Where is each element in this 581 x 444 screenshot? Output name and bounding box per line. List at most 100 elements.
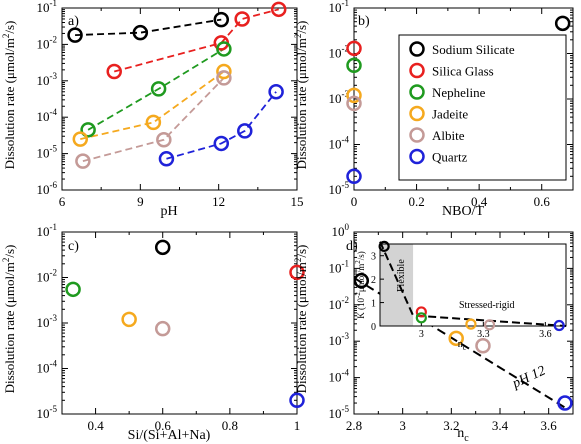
panel-a: Dissolution rate (μmol/m2/s) pH a) 6 9 12 1… [1, 0, 304, 219]
panel-c-ytick-label: 10-4 [37, 359, 58, 376]
panel-a-ytick-label: 10-2 [37, 34, 58, 51]
panel-a-ytick-label: 10-3 [37, 71, 58, 88]
panel-b-ylabel: Dissolution rate (μmol/m2/s) [293, 21, 309, 170]
legend-marker-quartz [409, 148, 425, 165]
panel-b-xlabel: NBO/T [442, 204, 484, 219]
panel-a-label: a) [68, 14, 79, 29]
legend-label-sodium-silicate: Sodium Silicate [432, 42, 515, 57]
inset-point-jadeite [465, 318, 477, 330]
panel-c-xlabel: Si/(Si+Al+Na) [128, 428, 211, 443]
panel-b: Dissolution rate (μmol/m2/s) NBO/T b) 0 0… [293, 0, 574, 219]
panel-d-xtick-label: 3 [399, 418, 406, 433]
panel-a-series-line-albite [82, 77, 225, 163]
panel-a-point-jadeite [145, 114, 162, 131]
panel-b-ytick-label: 10-3 [329, 89, 350, 106]
panel-d-fit-label: pH 12 [509, 363, 548, 392]
inset-ytick-label: 2 [371, 275, 376, 286]
inset-ylabel: K (10-2μmol/m2/s) [354, 251, 366, 318]
panel-c-label: c) [68, 239, 79, 254]
inset-point-albite [483, 319, 496, 331]
panel-b-ytick-label: 10-4 [329, 135, 350, 152]
panel-c-xtick-label: 0.4 [87, 418, 104, 433]
panel-d-ytick-label: 100 [332, 222, 350, 239]
panel-c-ytick-label: 10-3 [37, 313, 58, 330]
panel-d-point-sodium-silicate [353, 272, 370, 289]
inset-point-nepheline [415, 312, 427, 324]
legend-label-albite: Albite [432, 128, 465, 143]
panel-c-ytick-label: 10-5 [37, 404, 58, 421]
panel-d-ytick-label: 10-1 [329, 258, 350, 275]
panel-a-point-nepheline [216, 41, 232, 57]
inset-xtick-label: 3.3 [477, 329, 490, 340]
panel-d-xtick-label: 3.4 [492, 418, 509, 433]
panel-a-series-line-silica-glass [113, 8, 279, 73]
panel-d-point-albite [475, 337, 491, 354]
legend-marker-jadeite [409, 105, 425, 122]
panel-a-frame [61, 7, 298, 191]
panel-b-point-nepheline [346, 57, 362, 74]
panel-a-ytick-label: 10-6 [37, 180, 58, 197]
panel-a-point-nepheline [150, 81, 167, 97]
panel-a-ytick-label: 10-1 [37, 0, 58, 15]
inset-xlabel: nc [458, 339, 467, 352]
panel-d-xtick-label: 3.2 [443, 418, 459, 433]
panel-b-xtick-label: 0 [351, 194, 358, 209]
panel-c-point-jadeite [121, 311, 137, 328]
inset-stressed-label: Stressed-rigid [459, 300, 515, 311]
panel-a-point-albite [75, 153, 91, 169]
panel-a-xtick-label: 12 [212, 194, 225, 209]
panel-a-point-sodium-silicate [213, 11, 230, 28]
panel-c-frame [61, 231, 298, 415]
inset-point-sodium-silicate [378, 240, 390, 252]
inset-xtick-label: 3 [419, 329, 424, 340]
panel-c-ytick-label: 10-2 [37, 268, 58, 285]
panel-a-xlabel: pH [160, 204, 177, 219]
legend-label-silica-glass: Silica Glass [432, 64, 494, 79]
panel-d-ylabel: Dissolution rate (μmol/m2/s) [293, 245, 309, 394]
panel-b-point-albite [346, 95, 362, 112]
legend-label-jadeite: Jadeite [432, 107, 468, 122]
panel-a-ylabel: Dissolution rate (μmol/m2/s) [1, 21, 17, 170]
panel-a-point-quartz [268, 84, 284, 100]
panel-d-xtick-label: 3.6 [541, 418, 558, 433]
panel-a-series-line-jadeite [80, 70, 225, 140]
panel-d-ytick-label: 10-5 [329, 404, 350, 421]
panel-c-xtick-label: 0.8 [222, 418, 238, 433]
panel-b-point-quartz [346, 168, 362, 185]
panel-d-ytick-label: 10-2 [329, 295, 350, 312]
inset-point-quartz [553, 319, 565, 332]
panel-a-point-quartz [213, 135, 230, 152]
inset-point-silica-glass [415, 306, 427, 318]
inset-xtick-label: 3.6 [539, 329, 552, 340]
panel-d-xtick-label: 2.8 [346, 418, 362, 433]
panel-b-point-jadeite [346, 87, 362, 104]
legend-marker-sodium-silicate [409, 41, 425, 57]
panel-a-point-quartz [158, 151, 175, 167]
panel-a-series-line-nepheline [87, 48, 225, 131]
panel-a-point-silica-glass [270, 1, 287, 18]
panel-c-ylabel: Dissolution rate (μmol/m2/s) [1, 245, 17, 394]
panel-b-point-sodium-silicate [554, 15, 571, 32]
inset-flexible-label: Flexible [396, 259, 407, 292]
panel-c-point-silica-glass [289, 264, 305, 281]
panel-a-xtick-label: 9 [137, 194, 144, 209]
panel-c-ytick-label: 10-1 [37, 222, 58, 239]
legend-marker-albite [409, 127, 425, 143]
panel-d-point-jadeite [448, 330, 464, 347]
inset-ytick-label: 3 [371, 252, 376, 263]
panel-a-ytick-label: 10-5 [37, 144, 58, 161]
panel-b-xtick-label: 0.4 [471, 194, 488, 209]
legend-label-quartz: Quartz [432, 150, 468, 165]
inset-ytick-label: 0 [371, 322, 376, 333]
panel-d-xlabel: nc [457, 426, 469, 444]
panel-c-point-nepheline [65, 281, 81, 298]
panel-a-point-albite [156, 132, 172, 148]
panel-b-point-silica-glass [346, 40, 362, 57]
panel-b-ytick-label: 10-5 [329, 180, 350, 197]
legend-marker-nepheline [409, 84, 425, 100]
inset-fit-line [379, 241, 567, 327]
panel-d-ytick-label: 10-3 [329, 331, 350, 348]
panel-c-point-albite [154, 320, 171, 337]
inset-ytick-label: 1 [371, 299, 376, 310]
